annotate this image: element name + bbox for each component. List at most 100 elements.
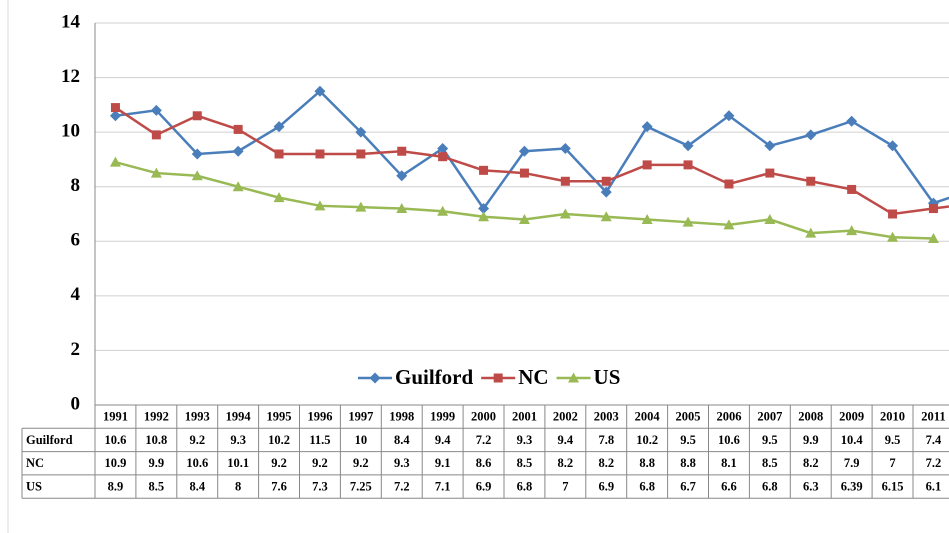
table-cell: 10.6 xyxy=(186,456,208,470)
table-cell: 10.9 xyxy=(105,456,127,470)
table-cell: 8 xyxy=(235,479,241,493)
table-cell: 8.5 xyxy=(517,456,533,470)
table-cell: 6.9 xyxy=(598,479,614,493)
marker xyxy=(724,179,734,189)
y-tick-label: 10 xyxy=(61,121,80,142)
table-cell: 7 xyxy=(889,456,895,470)
table-cell: 8.8 xyxy=(680,456,696,470)
table-cell: 7.4 xyxy=(926,433,942,447)
x-tick-label: 1992 xyxy=(144,410,169,424)
table-cell: 8.4 xyxy=(394,433,410,447)
legend-label: Guilford xyxy=(395,365,473,389)
x-tick-label: 1996 xyxy=(307,410,332,424)
marker xyxy=(109,110,121,122)
x-tick-label: 2003 xyxy=(594,410,619,424)
table-cell: 7.2 xyxy=(394,479,410,493)
table-cell: 9.1 xyxy=(435,456,451,470)
x-tick-label: 1999 xyxy=(430,410,455,424)
x-tick-label: 2004 xyxy=(635,410,661,424)
marker xyxy=(151,130,161,140)
table-cell: 6.8 xyxy=(639,479,655,493)
marker xyxy=(519,168,529,178)
table-cell: 8.9 xyxy=(108,479,124,493)
y-tick-label: 0 xyxy=(71,393,81,414)
x-tick-label: 2011 xyxy=(921,410,945,424)
table-cell: 10.8 xyxy=(145,433,167,447)
x-tick-label: 2007 xyxy=(757,410,782,424)
table-cell: 6.7 xyxy=(680,479,696,493)
table-cell: 8.8 xyxy=(639,456,655,470)
table-cell: 9.4 xyxy=(558,433,574,447)
y-tick-label: 2 xyxy=(71,339,81,360)
marker xyxy=(518,213,530,224)
marker xyxy=(314,85,326,97)
table-cell: 7.3 xyxy=(312,479,328,493)
table-row-label: Guilford xyxy=(26,433,73,447)
table-row-label: US xyxy=(26,479,42,493)
marker xyxy=(641,213,653,224)
marker xyxy=(233,124,243,134)
table-cell: 10.2 xyxy=(636,433,658,447)
series-line xyxy=(114,106,949,216)
table-cell: 9.2 xyxy=(189,433,205,447)
marker xyxy=(150,104,162,116)
table-cell: 7.25 xyxy=(350,479,372,493)
marker xyxy=(355,126,367,138)
marker xyxy=(396,170,408,182)
marker xyxy=(274,149,284,159)
marker xyxy=(723,219,735,230)
y-tick-label: 8 xyxy=(71,175,81,196)
table-cell: 6.3 xyxy=(803,479,819,493)
legend-marker xyxy=(568,372,580,383)
marker xyxy=(479,165,489,175)
table-row-label: NC xyxy=(26,456,44,470)
table-cell: 6.8 xyxy=(762,479,778,493)
marker xyxy=(887,231,899,242)
marker xyxy=(846,115,858,127)
table-cell: 7.2 xyxy=(926,456,942,470)
marker xyxy=(887,140,899,152)
x-tick-label: 1997 xyxy=(348,410,373,424)
marker xyxy=(438,152,448,162)
marker xyxy=(109,156,121,167)
table-cell: 8.5 xyxy=(149,479,165,493)
marker xyxy=(847,184,857,194)
x-tick-label: 1993 xyxy=(185,410,210,424)
table-cell: 8.1 xyxy=(721,456,737,470)
table-cell: 10 xyxy=(355,433,368,447)
marker xyxy=(559,143,571,155)
marker xyxy=(888,209,898,219)
table-cell: 8.2 xyxy=(598,456,614,470)
marker xyxy=(641,121,653,133)
table-cell: 9.2 xyxy=(353,456,369,470)
marker xyxy=(560,176,570,186)
marker xyxy=(150,167,162,178)
table-cell: 9.3 xyxy=(394,456,410,470)
marker xyxy=(396,203,408,214)
x-tick-label: 2002 xyxy=(553,410,578,424)
table-cell: 6.1 xyxy=(926,479,942,493)
table-cell: 8.6 xyxy=(476,456,492,470)
x-tick-label: 2008 xyxy=(798,410,823,424)
legend-marker xyxy=(493,373,503,383)
marker xyxy=(192,111,202,121)
marker xyxy=(806,176,816,186)
marker xyxy=(683,160,693,170)
legend-label: NC xyxy=(518,365,548,389)
y-tick-label: 14 xyxy=(61,11,81,32)
marker xyxy=(232,181,244,192)
marker xyxy=(191,148,203,160)
marker xyxy=(765,168,775,178)
marker xyxy=(600,211,612,222)
marker xyxy=(846,225,858,236)
table-cell: 10.4 xyxy=(841,433,864,447)
marker xyxy=(805,227,817,238)
table-cell: 7.1 xyxy=(435,479,451,493)
marker xyxy=(723,110,735,122)
table-cell: 6.39 xyxy=(841,479,863,493)
table-cell: 9.3 xyxy=(230,433,246,447)
x-tick-label: 2006 xyxy=(716,410,741,424)
table-cell: 9.5 xyxy=(680,433,696,447)
y-tick-label: 4 xyxy=(71,284,81,305)
table-cell: 9.4 xyxy=(435,433,451,447)
